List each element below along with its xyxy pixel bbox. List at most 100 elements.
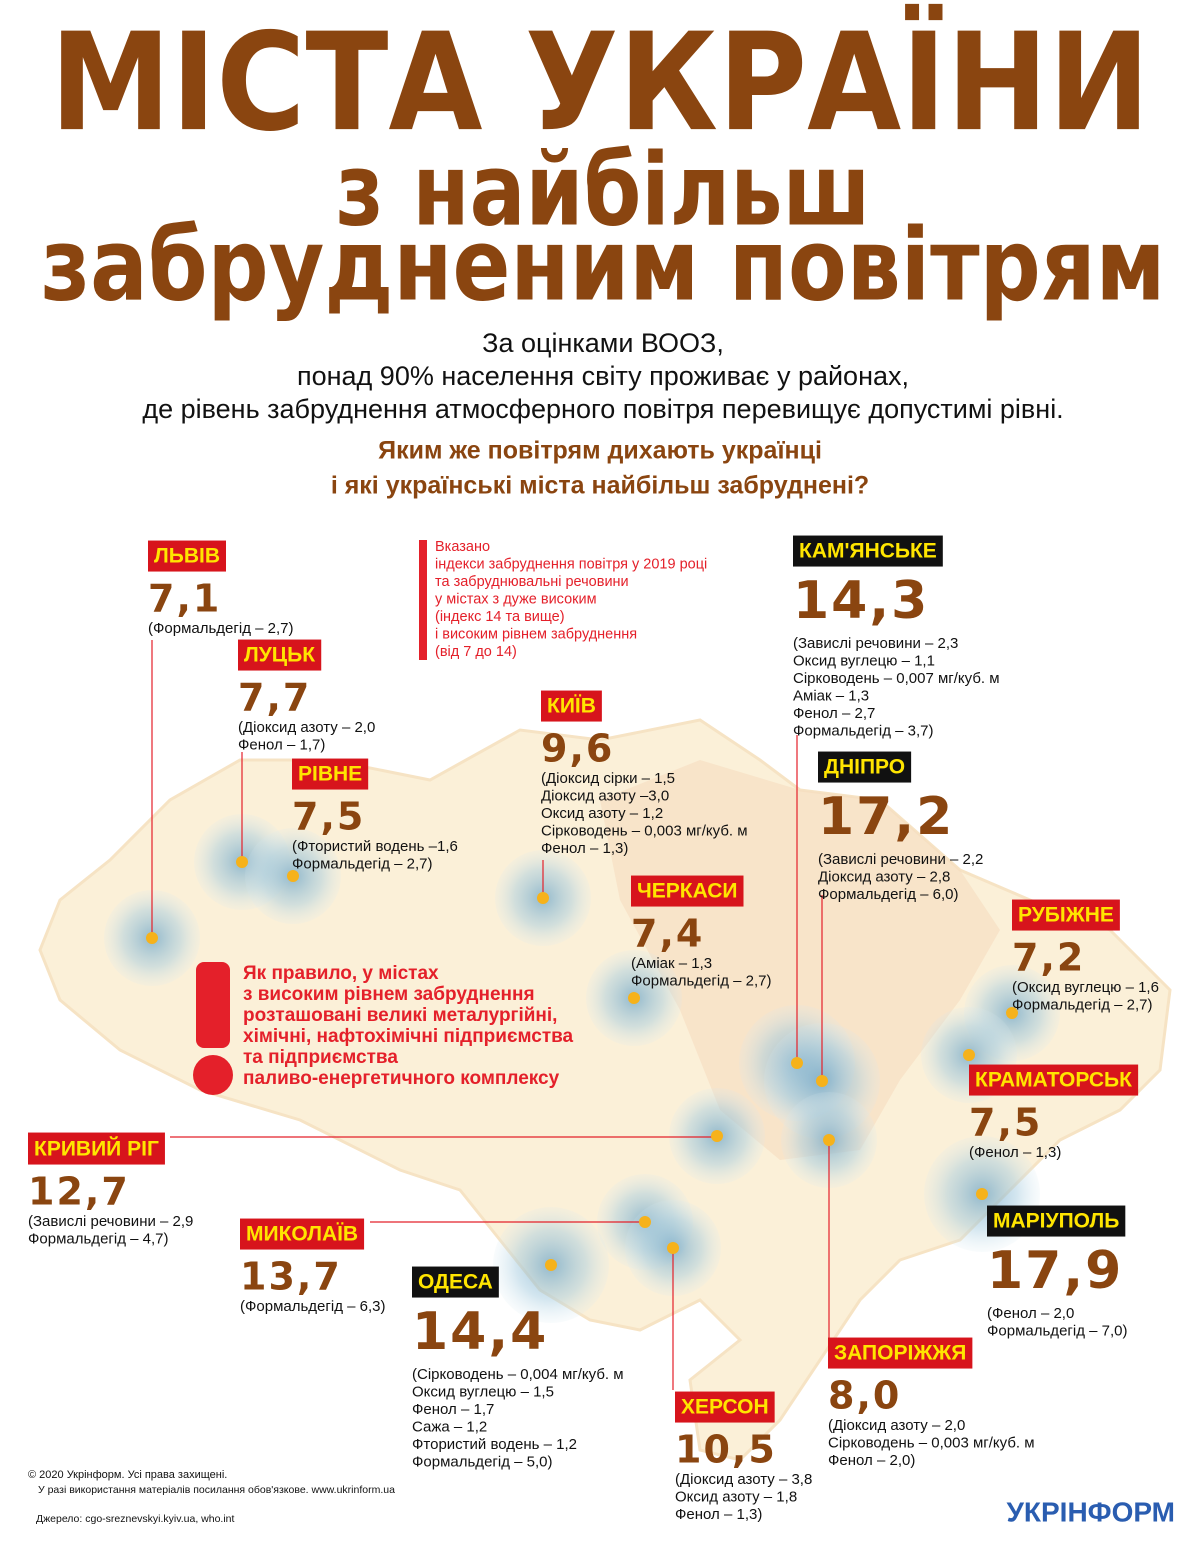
city-dot	[639, 1216, 651, 1228]
city-name: ЛЬВІВ	[154, 545, 220, 568]
pollutant-line: (Сірководень – 0,004 мг/куб. м	[412, 1366, 624, 1383]
pollution-index: 10,5	[675, 1428, 777, 1472]
pollutant-line: Сірководень – 0,007 мг/куб. м	[793, 670, 1000, 687]
pollutant-line: (Завислі речовини – 2,3	[793, 635, 958, 652]
city-name: ХЕРСОН	[681, 1396, 769, 1419]
pollutant-line: Оксид азоту – 1,8	[675, 1488, 797, 1505]
city-name: КРАМАТОРСЬК	[975, 1069, 1132, 1092]
city-dot	[816, 1075, 828, 1087]
city-dot	[545, 1259, 557, 1271]
warning-line: та підприємства	[243, 1047, 398, 1068]
subtitle-line: понад 90% населення світу проживає у рай…	[297, 361, 909, 391]
city-name: МАРІУПОЛЬ	[993, 1210, 1119, 1233]
pollutant-line: Формальдегід – 5,0)	[412, 1453, 553, 1470]
warning-dot	[193, 1055, 233, 1095]
pollutant-line: Формальдегід – 3,7)	[793, 722, 934, 739]
city-name: ОДЕСА	[418, 1271, 493, 1294]
pollutant-line: (Діоксид азоту – 2,0	[238, 719, 375, 736]
pollutant-line: Діоксид азоту –3,0	[541, 787, 669, 804]
pollutant-line: (Діоксид азоту – 3,8	[675, 1471, 812, 1488]
note-line: (від 7 до 14)	[435, 644, 517, 660]
city-label-box	[148, 540, 226, 572]
pollutant-line: Формальдегід – 7,0)	[987, 1322, 1128, 1339]
city-label-box	[240, 1218, 365, 1250]
title-line: МІСТА УКРАЇНИ	[50, 3, 1150, 161]
subtitle-line: За оцінками ВООЗ,	[482, 328, 724, 358]
pollution-index: 12,7	[28, 1170, 130, 1214]
pollutant-line: Сажа – 1,2	[412, 1418, 487, 1435]
pollutant-line: Формальдегід – 6,0)	[818, 886, 959, 903]
pollution-index: 14,4	[412, 1302, 548, 1362]
warning-line: паливо-енергетичного комплексу	[243, 1068, 560, 1089]
pollutant-line: (Оксид вуглецю – 1,6	[1012, 979, 1159, 996]
logo: УКРІНФОРМ	[1007, 1496, 1176, 1527]
pollution-index: 7,4	[631, 912, 704, 956]
city-name: МИКОЛАЇВ	[246, 1223, 358, 1246]
pollution-index: 13,7	[240, 1255, 342, 1299]
pollutant-line: (Формальдегід – 6,3)	[240, 1298, 385, 1315]
warning-mark	[196, 962, 230, 1048]
city-label-box	[828, 1337, 973, 1369]
note-line: у містах з дуже високим	[435, 591, 597, 607]
title-line: з найбільш	[336, 131, 871, 248]
pollutant-line: Сірководень – 0,003 мг/куб. м	[828, 1434, 1035, 1451]
city-name: КРИВИЙ РІГ	[34, 1137, 159, 1161]
question-line: і які українські міста найбільш забрудне…	[331, 472, 869, 500]
pollutant-line: Фенол – 1,7	[412, 1401, 494, 1418]
pollutant-line: (Завислі речовини – 2,9	[28, 1213, 193, 1230]
pollutant-line: Оксид вуглецю – 1,5	[412, 1383, 554, 1400]
pollution-index: 8,0	[828, 1374, 901, 1418]
pollutant-line: (Фтористий водень –1,6	[292, 838, 458, 855]
pollution-index: 14,3	[793, 571, 929, 631]
city-name: ДНІПРО	[824, 756, 905, 779]
city-dot	[823, 1134, 835, 1146]
city-dot	[287, 870, 299, 882]
map-region	[600, 760, 1000, 1160]
pollutant-line: Фтористий водень – 1,2	[412, 1436, 577, 1453]
city-dot	[236, 856, 248, 868]
pollutant-line: Діоксид азоту – 2,8	[818, 868, 950, 885]
pollution-index: 7,1	[148, 577, 221, 621]
pollutant-line: Формальдегід – 2,7)	[631, 972, 772, 989]
city-label-box	[969, 1064, 1139, 1096]
city-label-box	[541, 690, 602, 722]
city-label-box	[793, 535, 943, 567]
city-name: ЧЕРКАСИ	[637, 880, 738, 903]
pollutant-line: (Фенол – 2,0	[987, 1305, 1074, 1322]
city-dot	[963, 1049, 975, 1061]
pollutant-line: Фенол – 1,3)	[541, 840, 628, 857]
city-name: РУБІЖНЕ	[1018, 904, 1114, 927]
pollutant-line: Оксид азоту – 1,2	[541, 805, 663, 822]
warning-line: хімічні, нафтохімічні підприємства	[243, 1026, 574, 1047]
note-line: та забруднювальні речовини	[435, 574, 629, 590]
city-dot	[628, 992, 640, 1004]
city-label-box	[1012, 899, 1120, 931]
pollutant-line: (Фенол – 1,3)	[969, 1144, 1061, 1161]
pollutant-line: (Аміак – 1,3	[631, 955, 712, 972]
city-label-box	[292, 758, 369, 790]
city-dot	[791, 1057, 803, 1069]
city-label-box	[631, 875, 744, 907]
city-dot	[976, 1188, 988, 1200]
pollutant-line: Формальдегід – 4,7)	[28, 1230, 169, 1247]
pollutant-line: Оксид вуглецю – 1,1	[793, 652, 935, 669]
warning-line: Як правило, у містах	[243, 963, 439, 984]
pollution-index: 17,2	[818, 787, 954, 847]
subtitle-line: де рівень забруднення атмосферного повіт…	[142, 394, 1063, 424]
city-dot	[146, 932, 158, 944]
city-dot	[537, 892, 549, 904]
pollutant-line: Сірководень – 0,003 мг/куб. м	[541, 822, 748, 839]
question-line: Яким же повітрям дихають українці	[378, 437, 822, 465]
note-line: індекси забруднення повітря у 2019 році	[435, 556, 707, 572]
city-dot	[667, 1242, 679, 1254]
pollution-index: 7,5	[969, 1101, 1042, 1145]
city-label-box	[28, 1132, 165, 1165]
pollutant-line: (Діоксид сірки – 1,5	[541, 770, 675, 787]
pollutant-line: Формальдегід – 2,7)	[1012, 996, 1153, 1013]
warning-line: розташовані великі металургійні,	[243, 1005, 557, 1026]
city-name: КИЇВ	[547, 695, 596, 718]
city-dot	[1006, 1007, 1018, 1019]
city-name: РІВНЕ	[298, 763, 362, 786]
pollution-index: 7,5	[292, 795, 365, 839]
